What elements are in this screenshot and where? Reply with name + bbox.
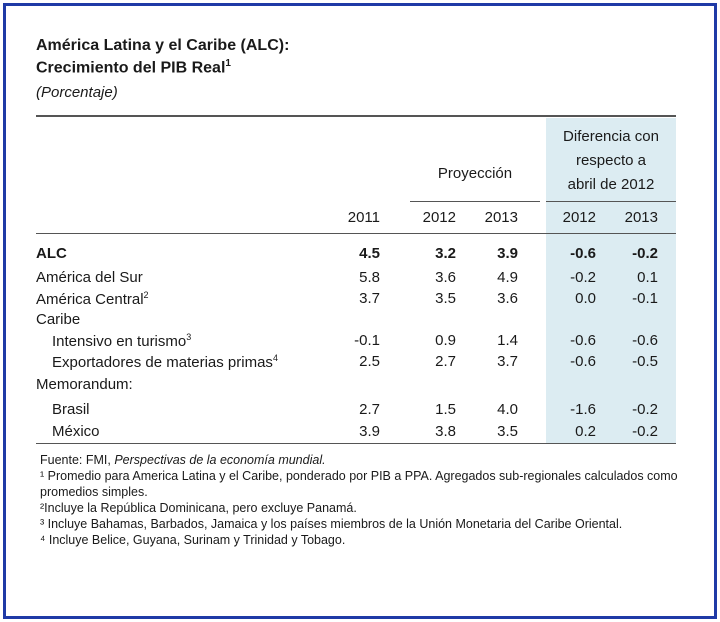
subtitle-text: Porcentaje [41,84,113,101]
table-cell: 0.2 [575,423,596,440]
source-prefix: Fuente: FMI, [40,453,115,467]
table-cell: 4.9 [497,269,518,286]
row-label-text: América Central [36,291,144,308]
table-cell: 3.2 [435,245,456,262]
table-cell: -0.2 [570,269,596,286]
table-cell: 4.5 [359,245,380,262]
table-cell: -0.6 [632,332,658,349]
source-note: Fuente: FMI, Perspectivas de la economía… [40,452,680,468]
row-label-text: Exportadores de materias primas [52,354,273,371]
table-cell: 3.9 [497,245,518,262]
diff-header-line-1: Diferencia con [563,128,659,145]
row-label-memorandum: Memorandum: [36,376,133,393]
row-label-caribe: Caribe [36,311,81,328]
table-cell: -0.6 [570,332,596,349]
table-cell: -0.2 [632,401,658,418]
table-cell: 5.8 [359,269,380,286]
table-cell: 2.7 [435,353,456,370]
subtitle-open-paren: ( [36,84,41,101]
table-cell: -0.6 [570,353,596,370]
table-cell: 3.7 [497,353,518,370]
proyeccion-underline [410,201,540,202]
table-cell: -0.1 [632,290,658,307]
footnote-2: ²Incluye la República Dominicana, pero e… [40,501,357,515]
title-text: Crecimiento del PIB Real [36,59,226,77]
table-cell: 0.0 [575,290,596,307]
diff-header-line-3: abril de 2012 [567,176,655,193]
projection-header: Proyección [437,165,513,182]
title-footnote-mark: 1 [225,58,231,69]
table-cell: 3.5 [497,423,518,440]
table-cell: 1.4 [497,332,518,349]
table-cell: 2.7 [359,401,380,418]
table-cell: -0.2 [632,423,658,440]
table-cell: 3.7 [359,290,380,307]
table-cell: 0.1 [637,269,658,286]
table-cell: 3.8 [435,423,456,440]
table-cell: -0.1 [354,332,380,349]
row-label-exportadores: Exportadores de materias primas4 [52,353,278,371]
footnotes: Fuente: FMI, Perspectivas de la economía… [40,452,680,548]
table-cell: -0.6 [570,245,596,262]
diff-header-line-2: respecto a [575,152,647,169]
table-cell: 4.0 [497,401,518,418]
footnote-mark: 3 [186,332,192,342]
footnote-3: ³ Incluye Bahamas, Barbados, Jamaica y l… [40,517,623,531]
col-year-2013: 2013 [484,209,518,226]
difference-header: Diferencia con respecto a abril de 2012 [546,125,676,197]
title-line-2: Crecimiento del PIB Real1 [36,58,231,77]
row-label-mexico: México [52,423,100,440]
difference-shaded-column [546,118,676,443]
col-diff-2013: 2013 [624,209,658,226]
table-cell: 3.6 [435,269,456,286]
diff-underline [546,201,676,202]
table-cell: 1.5 [435,401,456,418]
row-label-intensivo-turismo: Intensivo en turismo3 [52,332,191,350]
row-label-text: Intensivo en turismo [52,333,187,350]
subtitle: (Porcentaje) [36,84,118,101]
row-label-alc: ALC [36,245,67,262]
table-cell: -1.6 [570,401,596,418]
table-cell: 3.6 [497,290,518,307]
row-label-america-central: América Central2 [36,290,149,308]
row-label-brasil: Brasil [52,401,90,418]
header-bottom-rule [36,233,676,234]
top-rule [36,115,676,117]
table-cell: 2.5 [359,353,380,370]
footnote-4: ⁴ Incluye Belice, Guyana, Surinam y Trin… [40,533,346,547]
footnote-mark: 4 [272,353,278,363]
col-diff-2012: 2012 [562,209,596,226]
table-cell: 0.9 [435,332,456,349]
table-bottom-rule [36,443,676,444]
col-year-2011: 2011 [347,209,380,226]
footnote-mark: 2 [143,290,149,300]
table-cell: 3.5 [435,290,456,307]
footnote-1: ¹ Promedio para America Latina y el Cari… [40,469,678,499]
col-year-2012: 2012 [422,209,456,226]
table-cell: -0.5 [632,353,658,370]
table-cell: -0.2 [632,245,658,262]
table-cell: 3.9 [359,423,380,440]
source-title: Perspectivas de la economía mundial. [114,453,326,467]
subtitle-close-paren: ) [112,84,118,101]
row-label-america-del-sur: América del Sur [36,269,143,286]
title-line-1: América Latina y el Caribe (ALC): [36,37,290,54]
